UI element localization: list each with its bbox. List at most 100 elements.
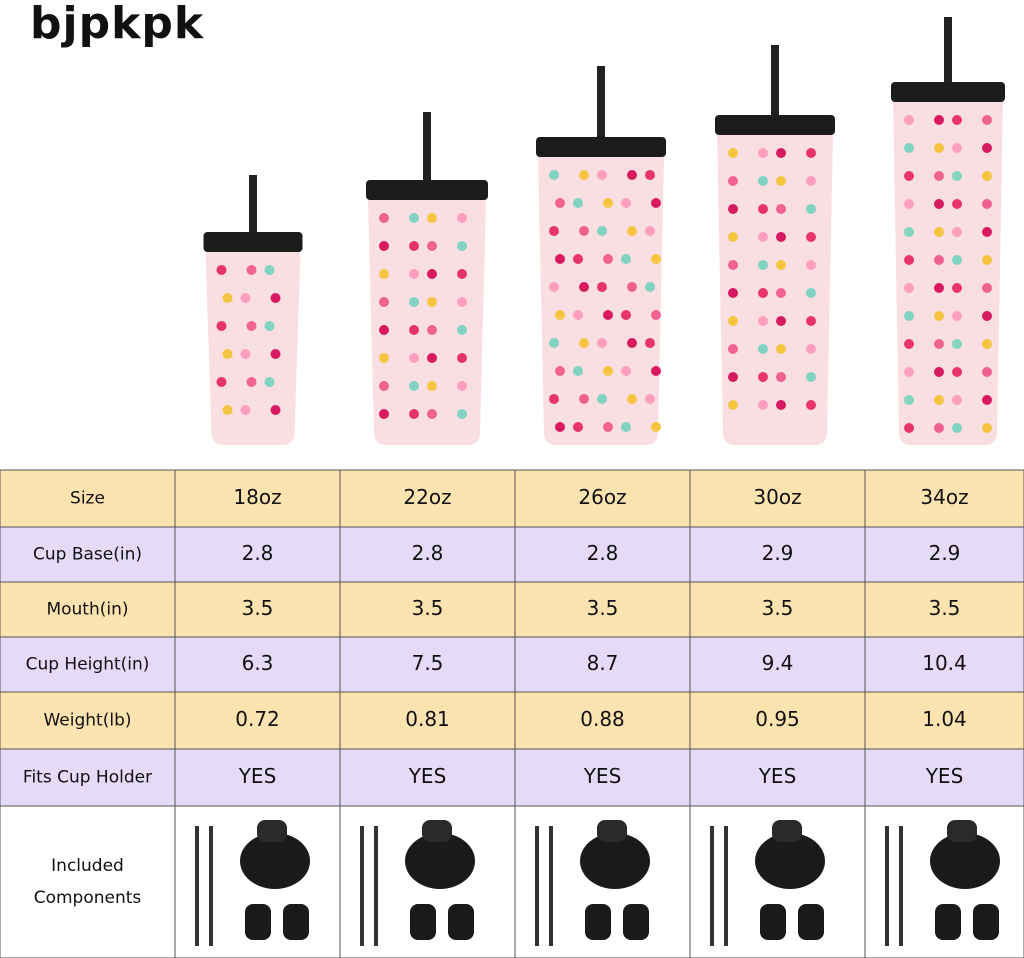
print-dot xyxy=(728,232,738,242)
cell-value: 1.04 xyxy=(922,707,967,731)
print-dot xyxy=(758,372,768,382)
print-dot xyxy=(573,310,583,320)
cell-value: 10.4 xyxy=(922,651,967,675)
print-dot xyxy=(952,283,962,293)
print-dot xyxy=(952,367,962,377)
print-dot xyxy=(246,377,257,387)
row-bg xyxy=(0,692,1024,749)
print-dot xyxy=(627,338,637,348)
print-dot xyxy=(409,213,419,223)
print-dot xyxy=(573,366,583,376)
print-dot xyxy=(409,241,419,251)
print-dot xyxy=(982,227,992,237)
cell-value: 2.8 xyxy=(412,541,444,565)
row-label: Cup Height(in) xyxy=(26,655,150,675)
print-dot xyxy=(776,316,786,326)
cell-value: 8.7 xyxy=(587,651,619,675)
print-dot xyxy=(573,198,583,208)
print-dot xyxy=(934,283,944,293)
print-dot xyxy=(806,148,816,158)
print-dot xyxy=(776,344,786,354)
print-dot xyxy=(982,199,992,209)
print-dot xyxy=(952,227,962,237)
print-dot xyxy=(982,255,992,265)
print-dot xyxy=(457,297,467,307)
plug xyxy=(623,904,649,940)
plug xyxy=(448,904,474,940)
row-bg xyxy=(0,470,1024,527)
print-dot xyxy=(579,394,589,404)
print-dot xyxy=(934,255,944,265)
print-dot xyxy=(379,213,389,223)
plug xyxy=(283,904,309,940)
print-dot xyxy=(758,400,768,410)
straw-part xyxy=(549,826,553,946)
cell-value: YES xyxy=(583,764,622,788)
print-dot xyxy=(216,265,227,275)
print-dot xyxy=(904,339,914,349)
plug xyxy=(760,904,786,940)
straw xyxy=(597,66,605,155)
lid xyxy=(203,232,303,252)
print-dot xyxy=(457,213,467,223)
print-dot xyxy=(982,367,992,377)
print-dot xyxy=(806,400,816,410)
print-dot xyxy=(427,297,437,307)
print-dot xyxy=(904,255,914,265)
print-dot xyxy=(457,269,467,279)
print-dot xyxy=(934,423,944,433)
print-dot xyxy=(555,254,565,264)
print-dot xyxy=(952,339,962,349)
print-dot xyxy=(758,148,768,158)
print-dot xyxy=(409,297,419,307)
straw-part xyxy=(209,826,213,946)
print-dot xyxy=(645,282,655,292)
print-dot xyxy=(776,372,786,382)
print-dot xyxy=(758,232,768,242)
print-dot xyxy=(603,366,613,376)
plug xyxy=(410,904,436,940)
print-dot xyxy=(982,171,992,181)
print-dot xyxy=(427,353,437,363)
cup-body xyxy=(205,252,301,445)
print-dot xyxy=(222,405,233,415)
cell-value: 26oz xyxy=(578,485,626,509)
print-dot xyxy=(597,170,607,180)
print-dot xyxy=(952,395,962,405)
print-dot xyxy=(579,338,589,348)
plug xyxy=(973,904,999,940)
row-bg xyxy=(0,749,1024,806)
cell-value: 0.81 xyxy=(405,707,450,731)
cell-value: 3.5 xyxy=(929,596,961,620)
print-dot xyxy=(216,377,227,387)
straw-part xyxy=(535,826,539,946)
spec-table: Size 18oz 22oz 26oz 30oz 34oz Cup Base(in) 2.8 2… xyxy=(0,469,1024,958)
print-dot xyxy=(645,170,655,180)
print-dot xyxy=(758,260,768,270)
print-dot xyxy=(982,339,992,349)
print-dot xyxy=(240,293,251,303)
lid-part xyxy=(580,833,650,889)
print-dot xyxy=(573,254,583,264)
straw-part xyxy=(360,826,364,946)
cell-value: 6.3 xyxy=(242,651,274,675)
print-dot xyxy=(776,288,786,298)
cell-value: 0.95 xyxy=(755,707,800,731)
print-dot xyxy=(379,409,389,419)
cell-value: 30oz xyxy=(753,485,801,509)
print-dot xyxy=(427,381,437,391)
print-dot xyxy=(806,260,816,270)
cell-value: YES xyxy=(758,764,797,788)
cell-value: 2.8 xyxy=(587,541,619,565)
print-dot xyxy=(904,395,914,405)
print-dot xyxy=(776,204,786,214)
straw xyxy=(423,112,431,198)
straw xyxy=(249,175,257,250)
straw-part xyxy=(899,826,903,946)
print-dot xyxy=(597,338,607,348)
print-dot xyxy=(651,422,661,432)
cell-value: YES xyxy=(925,764,964,788)
plug xyxy=(798,904,824,940)
row-label: Mouth(in) xyxy=(46,600,128,620)
